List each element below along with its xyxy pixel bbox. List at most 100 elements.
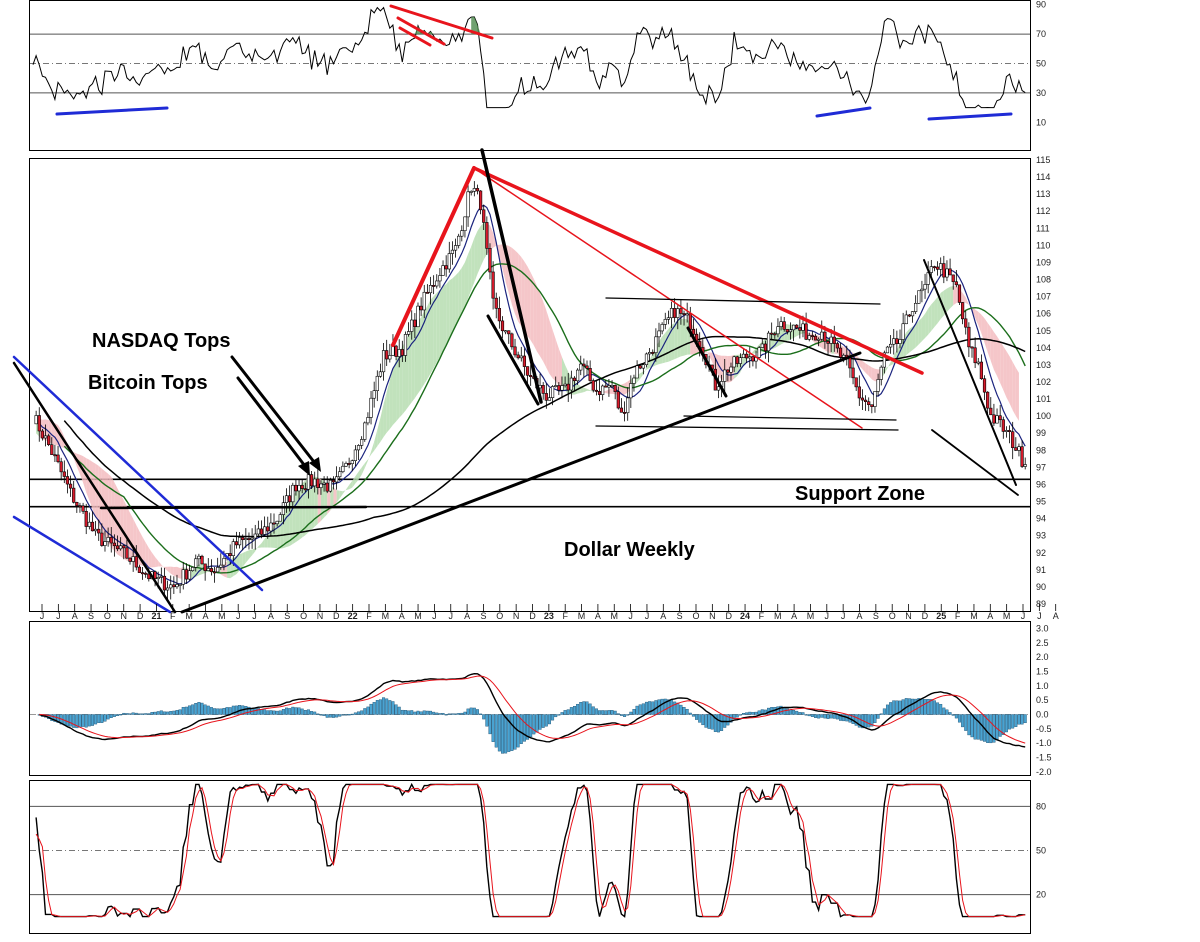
cloud-segment <box>950 285 954 309</box>
candle-body <box>920 288 924 292</box>
cloud-segment <box>364 459 368 468</box>
macd-histogram-bar <box>995 714 999 740</box>
macd-histogram-bar <box>679 704 683 715</box>
macd-histogram-bar <box>147 713 151 715</box>
macd-histogram-bar <box>779 705 783 715</box>
candle-body <box>250 537 254 540</box>
price-tick-107: 107 <box>1036 292 1051 302</box>
price-tick-114: 114 <box>1036 172 1050 182</box>
macd-histogram-bar <box>72 714 76 728</box>
candle-body <box>751 356 755 362</box>
macd-histogram-bar <box>325 714 329 718</box>
candle-body <box>363 422 367 440</box>
macd-histogram-bar <box>134 712 138 715</box>
macd-histogram-bar <box>632 709 636 715</box>
macd-histogram-bar <box>125 713 129 715</box>
macd-histogram-bar <box>194 703 198 715</box>
price-tick-101: 101 <box>1036 394 1051 404</box>
macd-tick: -0.5 <box>1036 724 1052 734</box>
cloud-segment <box>339 490 343 499</box>
cloud-segment <box>317 477 321 524</box>
cloud-segment <box>965 297 969 305</box>
candle-body <box>137 566 142 573</box>
candle-body <box>957 284 962 303</box>
trend-black-2025-upper <box>923 259 1017 486</box>
channel-blue-lower <box>12 515 172 614</box>
candle-body <box>50 444 54 455</box>
macd-histogram-bar <box>197 702 201 715</box>
macd-histogram-bar <box>128 713 132 715</box>
cloud-segment <box>524 261 528 336</box>
cloud-segment <box>493 232 497 248</box>
date-tick-N: N <box>121 611 128 621</box>
candle-body <box>416 305 420 328</box>
macd-histogram-bar <box>698 714 702 723</box>
macd-histogram-bar <box>826 714 830 719</box>
cloud-segment <box>430 296 434 374</box>
macd-histogram-bar <box>914 698 918 715</box>
candle-body <box>813 335 818 341</box>
cloud-segment <box>261 538 265 548</box>
candle-body <box>90 521 95 532</box>
rsi-tick-50: 50 <box>1036 59 1046 69</box>
cloud-segment <box>330 485 334 511</box>
macd-histogram-bar <box>278 710 282 715</box>
macd-histogram-bar <box>488 714 492 735</box>
candle-body <box>500 320 505 332</box>
cloud-segment <box>402 340 406 415</box>
candle-body <box>435 280 439 287</box>
nasdaq-arrow-shaft <box>230 355 320 469</box>
date-tick-S: S <box>873 611 879 621</box>
cloud-segment <box>865 363 869 376</box>
macd-histogram-bar <box>319 714 323 716</box>
candle-body <box>128 557 132 562</box>
candle-body <box>807 335 811 340</box>
cloud-segment <box>975 309 979 326</box>
candle-body <box>259 528 264 535</box>
candle-body <box>898 339 902 344</box>
macd-histogram-bar <box>181 707 185 715</box>
candle-body <box>582 363 586 367</box>
date-tick-D: D <box>333 611 340 621</box>
candle-body <box>835 343 840 349</box>
macd-histogram-bar <box>122 712 126 715</box>
candle-body <box>723 369 727 382</box>
macd-histogram-bar <box>231 705 235 715</box>
macd-histogram-bar <box>400 709 404 715</box>
candle-body <box>263 526 267 535</box>
price-tick-115: 115 <box>1036 155 1050 165</box>
candle-body <box>175 584 179 588</box>
cloud-segment <box>392 360 397 425</box>
candle-body <box>738 357 742 364</box>
cloud-segment <box>868 365 872 380</box>
macd-histogram-bar <box>510 714 514 751</box>
date-tick-N: N <box>317 611 324 621</box>
macd-histogram-bar <box>200 702 204 715</box>
macd-histogram-bar <box>554 714 558 718</box>
candle-body <box>303 488 307 491</box>
candle-body <box>322 482 326 485</box>
macd-histogram-bar <box>407 710 411 715</box>
candle-body <box>413 319 417 328</box>
candle-body <box>870 404 874 407</box>
macd-tick: 0.0 <box>1036 710 1049 720</box>
rsi-red-divergence-3 <box>398 26 432 47</box>
date-tick-24: 24 <box>740 611 750 621</box>
macd-histogram-bar <box>547 714 551 725</box>
macd-histogram-bar <box>335 714 339 718</box>
cloud-segment <box>705 349 710 356</box>
candle-body <box>319 483 323 488</box>
macd-histogram-bar <box>81 714 85 727</box>
macd-histogram-bar <box>191 704 195 715</box>
macd-histogram-bar <box>494 714 498 748</box>
candle-body <box>795 324 799 329</box>
candle-body <box>857 386 861 399</box>
macd-histogram-bar <box>178 709 182 715</box>
price-tick-92: 92 <box>1036 548 1046 558</box>
candle-body <box>284 495 289 504</box>
candle-body <box>78 505 82 508</box>
candle-body <box>306 474 311 490</box>
macd-histogram-bar <box>951 714 955 716</box>
candle-body <box>463 216 467 232</box>
macd-histogram-bar <box>682 707 686 715</box>
